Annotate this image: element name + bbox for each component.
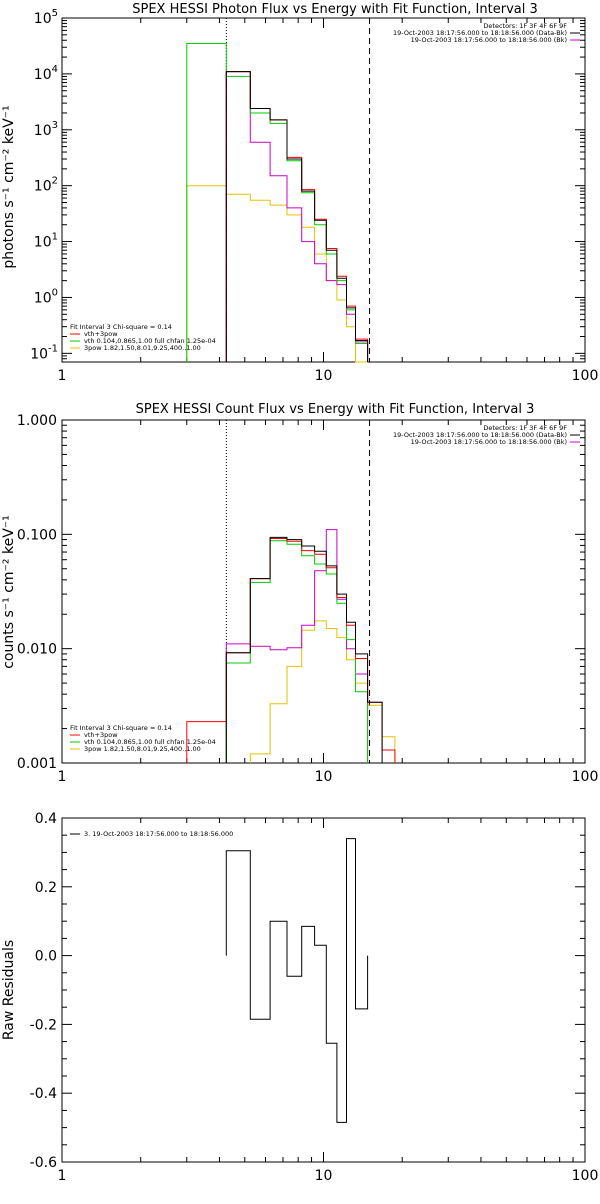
series-line-1	[225, 529, 369, 763]
y-tick-label: -0.6	[30, 1155, 57, 1171]
y-axis-label: Raw Residuals	[1, 940, 17, 1040]
y-tick-label: 0.010	[17, 642, 57, 658]
plot-frame	[61, 817, 586, 1163]
series-line-0	[225, 838, 369, 1123]
y-tick-label: 0.100	[17, 527, 57, 543]
legend-entry: Detectors: 1F 3F 4F 6F 9F	[483, 22, 567, 30]
legend-entry: vth+3pow	[84, 731, 118, 739]
series-line-4	[225, 536, 383, 763]
x-tick-label: 1	[58, 769, 67, 785]
legend-entry: vth 0.104,0.865,1.00 full chfan 1.25e-04	[84, 738, 216, 746]
y-axis-label: counts s⁻¹ cm⁻² keV⁻¹	[1, 515, 17, 669]
y-tick-label: 0.4	[35, 811, 57, 827]
x-tick-label: 100	[572, 1168, 599, 1184]
y-tick-label: 104	[34, 64, 58, 83]
y-tick-label: 102	[34, 176, 58, 195]
x-tick-label: 1	[58, 1168, 67, 1184]
x-tick-label: 100	[572, 769, 599, 785]
legend-entry: 19-Oct-2003 18:17:56.000 to 18:18:56.000…	[411, 36, 567, 44]
x-tick-label: 10	[315, 368, 333, 384]
series-line-3	[186, 538, 396, 763]
legend-entry: Detectors: 1F 3F 4F 6F 9F	[483, 424, 567, 432]
y-tick-label: 0.0	[35, 949, 57, 965]
series-line-2	[186, 43, 369, 362]
legend-entry: 19-Oct-2003 18:17:56.000 to 18:18:56.000…	[393, 431, 567, 439]
plot-frame	[61, 17, 586, 363]
residuals-panel: 1 10 100 0.4 0.2 0.0 -0.2 -0.4 -0.6 3. 19-Oct-200…	[1, 811, 598, 1184]
series-line-2	[225, 540, 369, 763]
x-tick-label: 1	[58, 368, 67, 384]
legend-entry: 3pow 1.82,1.50,8.01,9.25,400.,1.00	[84, 745, 201, 753]
y-tick-label: 105	[34, 8, 58, 27]
legend-entry: 19-Oct-2003 18:17:56.000 to 18:18:56.000…	[393, 29, 567, 37]
y-tick-label: 10-1	[30, 343, 58, 362]
y-tick-label: 101	[34, 232, 58, 251]
panel-title: SPEX HESSI Count Flux vs Energy with Fit…	[136, 402, 535, 417]
y-tick-label: -0.2	[30, 1017, 57, 1033]
series-line-0	[249, 620, 396, 763]
y-tick-label: 103	[34, 120, 58, 139]
legend-entry: vth+3pow	[84, 330, 118, 338]
legend-entry: vth 0.104,0.865,1.00 full chfan 1.25e-04	[84, 337, 216, 345]
photon-flux-panel: SPEX HESSI Photon Flux vs Energy with Fi…	[1, 2, 598, 384]
legend-entry: Fit Interval 3 Chi-square = 0.14	[70, 724, 172, 732]
panel-title: SPEX HESSI Photon Flux vs Energy with Fi…	[132, 2, 538, 17]
series-line-4	[225, 71, 369, 362]
series-line-0	[186, 185, 368, 363]
plot-area: 1 10 100 1.000 0.100 0.010 0.001 Detectors: 1F …	[17, 413, 598, 785]
legend-entry: Fit Interval 3 Chi-square = 0.14	[70, 323, 172, 331]
legend-entry: 3. 19-Oct-2003 18:17:56.000 to 18:18:56.…	[84, 830, 233, 838]
count-flux-panel: SPEX HESSI Count Flux vs Energy with Fit…	[1, 402, 598, 785]
legend-entry: 3pow 1.82,1.50,8.01,9.25,400.,1.00	[84, 344, 201, 352]
y-tick-label: 100	[34, 287, 58, 306]
plot-frame	[61, 419, 586, 764]
y-tick-label: 0.001	[17, 756, 57, 772]
y-tick-label: -0.4	[30, 1086, 57, 1102]
x-tick-label: 10	[315, 1168, 333, 1184]
y-axis-label: photons s⁻¹ cm⁻² keV⁻¹	[1, 105, 17, 268]
y-tick-label: 0.2	[35, 880, 57, 896]
x-tick-label: 10	[315, 769, 333, 785]
legend-entry: 19-Oct-2003 18:17:56.000 to 18:18:56.000…	[411, 438, 567, 446]
series-line-1	[225, 71, 369, 362]
plot-area: 1 10 100 105 104 103 102 101 100 10-1 Detectors: 1…	[30, 8, 598, 384]
x-tick-label: 100	[572, 368, 599, 384]
y-tick-label: 1.000	[17, 413, 57, 429]
plot-area: 1 10 100 0.4 0.2 0.0 -0.2 -0.4 -0.6 3. 19-Oct-200…	[30, 811, 599, 1184]
